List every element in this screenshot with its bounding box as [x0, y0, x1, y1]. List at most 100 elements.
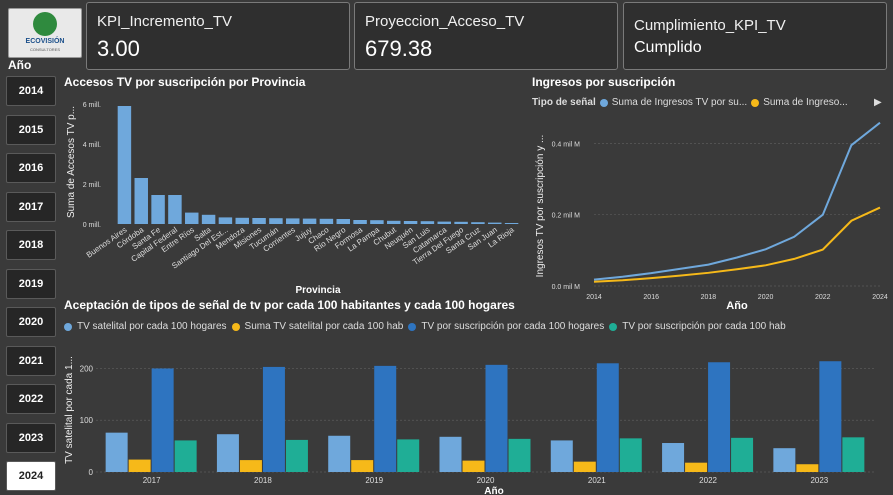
series-bar: [151, 368, 174, 472]
year-slicer-title: Año: [8, 58, 32, 72]
y-tick-label: 0.0 mil M: [552, 284, 581, 291]
x-axis-label: Año: [726, 300, 748, 312]
x-tick-label: 2020: [758, 294, 774, 301]
year-button-2023[interactable]: 2023: [6, 422, 56, 453]
globe-icon: [33, 12, 57, 36]
provincia-bar: [504, 223, 519, 224]
y-tick-label: 2 mill.: [83, 182, 101, 189]
legend-next-arrow-icon[interactable]: ▶: [874, 97, 882, 108]
year-button-2018[interactable]: 2018: [6, 230, 56, 260]
series-bar: [374, 365, 397, 472]
series-bar: [262, 366, 285, 472]
year-button-2021[interactable]: 2021: [6, 345, 56, 376]
legend-dot: [609, 322, 618, 331]
provincia-bar: [185, 212, 199, 224]
series-bar: [708, 362, 731, 472]
series-bar: [485, 364, 508, 472]
y-tick-label: 4 mill.: [83, 142, 101, 149]
ecovision-logo: ECOVISIÓN CONSULTORES: [8, 8, 82, 58]
kpi-card-cumplimiento: Cumplimiento_KPI_TV Cumplido: [623, 2, 887, 70]
kpi-card-incremento: KPI_Incremento_TV 3.00: [86, 2, 350, 70]
x-tick-label: 2022: [815, 294, 831, 301]
provincia-bar: [269, 218, 283, 224]
aceptacion-bar-chart[interactable]: 0 100 200 TV satelital por cada 1... 2017 201…: [60, 336, 890, 495]
legend-dot: [408, 322, 417, 331]
y-tick-label: 0 mill.: [83, 222, 101, 229]
provincia-bar: [437, 221, 451, 224]
legend-dot: [751, 98, 760, 107]
provincia-bar: [336, 219, 350, 224]
series-bar: [285, 439, 308, 472]
chart-aceptacion-title: Aceptación de tipos de señal de tv por c…: [64, 298, 515, 312]
aceptacion-legend: TV satelital por cada 100 hogares Suma T…: [64, 321, 786, 332]
year-button-2014[interactable]: 2014: [6, 76, 56, 106]
year-button-2024[interactable]: 2024: [6, 461, 56, 491]
legend-item[interactable]: TV satelital por cada 100 hogares: [77, 321, 227, 332]
x-tick-label: 2024: [872, 294, 888, 301]
x-tick-label: 2022: [699, 476, 717, 485]
series-bar: [573, 461, 596, 472]
year-button-2019[interactable]: 2019: [6, 268, 56, 299]
series-bar: [662, 443, 685, 472]
legend-item[interactable]: Suma de Ingresos TV por su...: [611, 97, 748, 108]
x-tick-label: 2017: [143, 476, 161, 485]
provincia-bar: [471, 222, 485, 224]
provincia-bar: [151, 195, 165, 224]
x-tick-label: 2019: [365, 476, 383, 485]
legend-title: Tipo de señal: [532, 97, 596, 108]
provincia-bar: [370, 220, 384, 224]
series-bar: [685, 462, 708, 472]
x-tick-label: 2020: [477, 476, 495, 485]
series-bar: [842, 437, 865, 472]
kpi-label: KPI_Incremento_TV: [97, 13, 233, 30]
y-tick-label: 200: [80, 364, 94, 373]
provincia-bar: [201, 214, 216, 224]
provincia-bar: [420, 221, 435, 224]
x-tick-label: 2021: [588, 476, 606, 485]
y-tick-label: 100: [80, 416, 94, 425]
legend-item[interactable]: TV por suscripción por cada 100 hab: [622, 321, 786, 332]
kpi-value: Cumplido: [634, 39, 702, 56]
kpi-label: Proyeccion_Acceso_TV: [365, 13, 525, 30]
ingresos-line-chart[interactable]: 0.0 mil M 0.2 mil M 0.4 mil M 2014 2016 2018 2…: [530, 112, 890, 312]
legend-dot: [64, 322, 72, 331]
series-bar: [731, 437, 754, 472]
series-bar: [619, 438, 642, 472]
x-tick-label: 2023: [810, 476, 828, 485]
y-tick-label: 0.4 mil M: [552, 141, 581, 148]
series-bar: [819, 361, 842, 472]
year-button-2017[interactable]: 2017: [6, 191, 56, 222]
provincia-bar: [454, 221, 468, 224]
provincia-bar: [218, 217, 233, 224]
year-button-2022[interactable]: 2022: [6, 384, 56, 414]
x-tick-label: 2016: [643, 294, 659, 301]
legend-item[interactable]: Suma de Ingreso...: [763, 97, 848, 108]
legend-item[interactable]: TV por suscripción por cada 100 hogares: [421, 321, 605, 332]
kpi-label: Cumplimiento_KPI_TV: [634, 17, 786, 34]
logo-subtitle: CONSULTORES: [29, 47, 61, 52]
y-tick-label: 6 mill.: [83, 102, 101, 109]
series-bar: [508, 438, 531, 472]
series-bar: [105, 432, 128, 472]
series-bar: [128, 459, 151, 472]
year-button-2015[interactable]: 2015: [6, 114, 56, 145]
legend-dot: [231, 322, 240, 331]
provincia-bar: [488, 222, 502, 224]
chart-provincia-title: Accesos TV por suscripción por Provincia: [64, 75, 306, 89]
series-bar: [351, 460, 374, 472]
series-line: [593, 121, 881, 281]
provincia-bar-chart[interactable]: 0 mill. 2 mill. 4 mill. 6 mill. Suma de Acce…: [60, 92, 522, 300]
provincia-bar: [134, 178, 148, 224]
series-bar: [462, 460, 485, 472]
legend-dot: [599, 98, 608, 107]
series-bar: [439, 436, 462, 472]
legend-item[interactable]: Suma TV satelital por cada 100 hab: [244, 321, 404, 332]
provincia-bar: [403, 221, 418, 224]
series-bar: [174, 440, 197, 472]
series-bar: [596, 363, 619, 472]
series-line: [593, 206, 881, 283]
year-button-2016[interactable]: 2016: [6, 153, 56, 183]
series-bar: [328, 435, 351, 472]
provincia-bar: [168, 195, 182, 224]
year-button-2020[interactable]: 2020: [6, 307, 56, 337]
